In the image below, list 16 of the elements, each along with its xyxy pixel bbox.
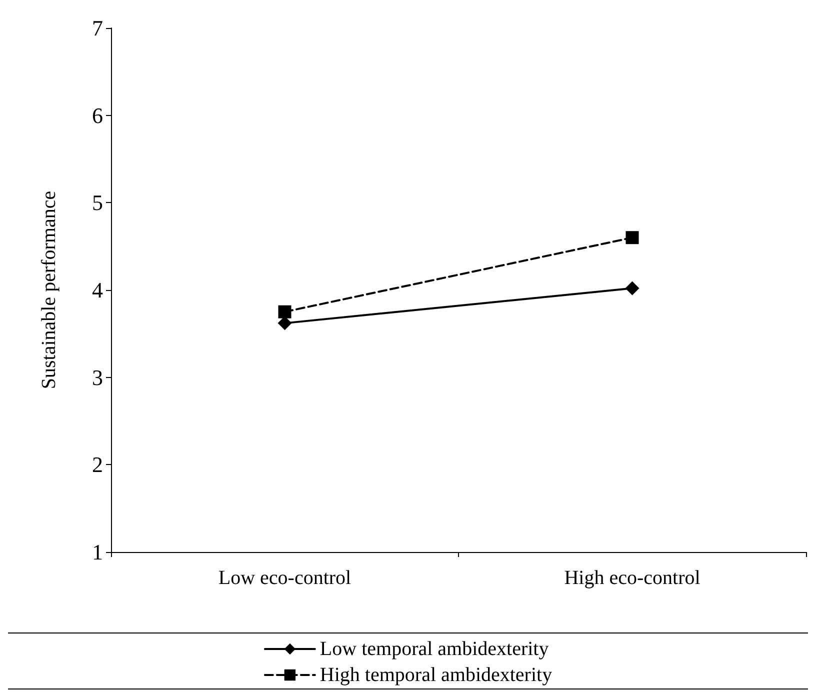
y-tick-label: 5: [92, 190, 103, 216]
y-tick-label: 7: [92, 16, 103, 40]
y-tick-label: 2: [92, 452, 103, 478]
point: [625, 281, 640, 296]
point: [278, 305, 292, 318]
legend-label: Low temporal ambidexterity: [320, 638, 549, 660]
y-tick-label: 6: [92, 102, 103, 128]
x-tick-label: Low eco-control: [218, 567, 352, 589]
y-tick-label: 3: [92, 364, 103, 390]
legend-label: High temporal ambidexterity: [320, 664, 552, 686]
y-tick-label: 4: [92, 278, 103, 302]
x-tick-label: High eco-control: [564, 567, 701, 589]
y-axis-title: Sustainable performance: [38, 190, 60, 390]
point: [278, 316, 292, 330]
y-tick-label: 1: [92, 540, 103, 564]
point: [626, 231, 639, 244]
